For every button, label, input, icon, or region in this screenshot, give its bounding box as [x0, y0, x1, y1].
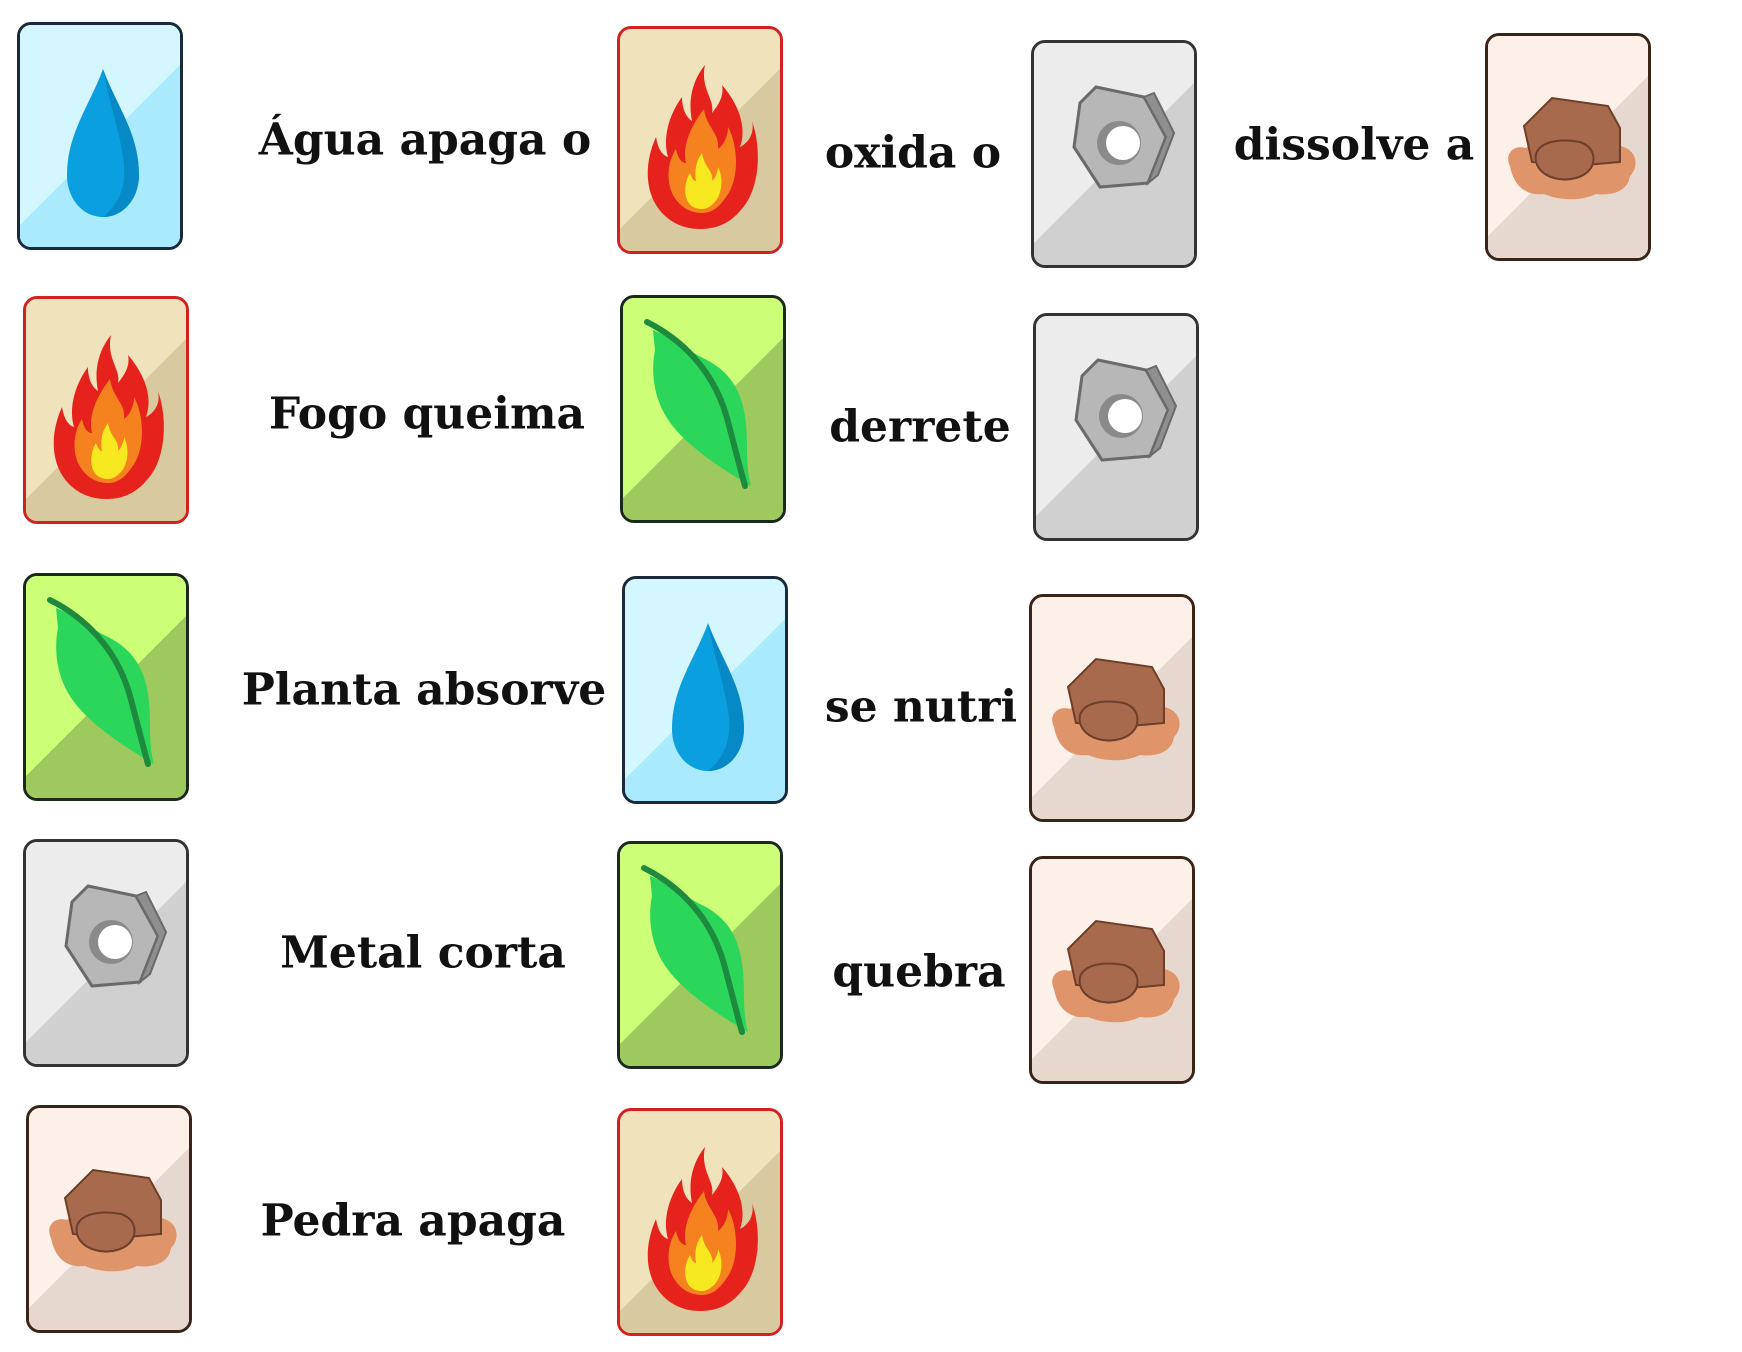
card-metal[interactable] [1033, 313, 1199, 541]
card-water[interactable] [622, 576, 788, 804]
card-fire[interactable] [617, 1108, 783, 1336]
card-water[interactable] [17, 22, 183, 250]
hex-nut-icon [26, 842, 186, 1064]
card-fire[interactable] [23, 296, 189, 524]
relation-label-dissolve: dissolve a [1233, 119, 1475, 171]
rock-icon [1488, 36, 1648, 258]
rule-label-stone: Pedra apaga [260, 1195, 566, 1247]
flame-icon [26, 299, 186, 521]
water-drop-icon [20, 25, 180, 247]
rule-label-plant: Planta absorve [241, 664, 607, 716]
leaf-icon [26, 576, 186, 798]
card-metal[interactable] [1031, 40, 1197, 268]
card-stone[interactable] [1485, 33, 1651, 261]
hex-nut-icon [1034, 43, 1194, 265]
card-stone[interactable] [26, 1105, 192, 1333]
flame-icon [620, 29, 780, 251]
card-plant[interactable] [617, 841, 783, 1069]
relation-label-nutri: se nutri [824, 681, 1018, 733]
rock-icon [29, 1108, 189, 1330]
rock-icon [1032, 597, 1192, 819]
flame-icon [620, 1111, 780, 1333]
leaf-icon [620, 844, 780, 1066]
card-fire[interactable] [617, 26, 783, 254]
rule-label-fire: Fogo queima [268, 388, 586, 440]
card-plant[interactable] [23, 573, 189, 801]
card-metal[interactable] [23, 839, 189, 1067]
hex-nut-icon [1036, 316, 1196, 538]
water-drop-icon [625, 579, 785, 801]
relation-label-oxida: oxida o [824, 127, 1002, 179]
card-stone[interactable] [1029, 856, 1195, 1084]
rock-icon [1032, 859, 1192, 1081]
rule-label-water: Água apaga o [258, 114, 592, 166]
relation-label-derrete: derrete [829, 401, 1011, 453]
rule-label-metal: Metal corta [280, 927, 566, 979]
card-stone[interactable] [1029, 594, 1195, 822]
relation-label-quebra: quebra [832, 946, 1006, 998]
card-plant[interactable] [620, 295, 786, 523]
leaf-icon [623, 298, 783, 520]
